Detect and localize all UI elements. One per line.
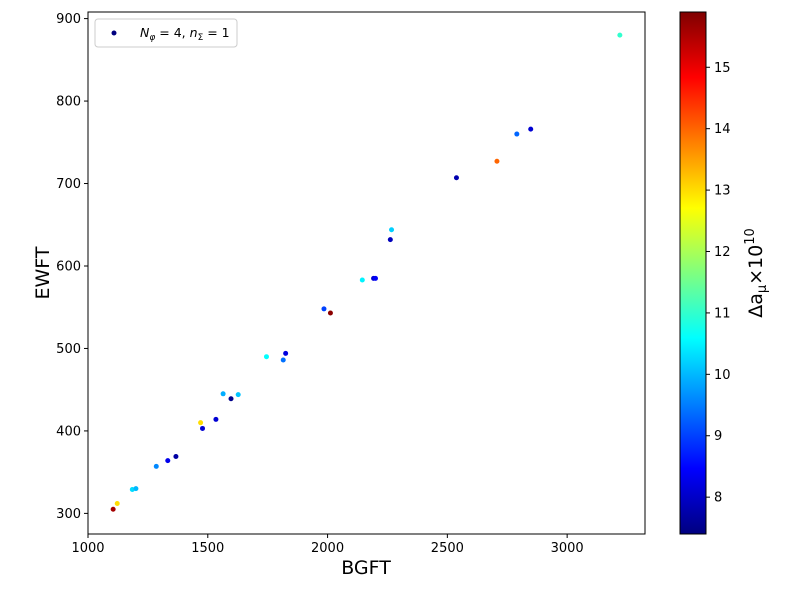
colorbar-tick-label: 9: [714, 429, 722, 444]
y-tick-label: 300: [56, 507, 81, 522]
legend-marker: [111, 30, 117, 36]
data-point: [173, 453, 179, 459]
data-point: [153, 463, 159, 469]
data-point: [372, 275, 378, 281]
y-tick-label: 800: [56, 95, 81, 110]
colorbar-ticks: 8 9 10 11 12 13 14 15: [706, 61, 731, 506]
data-point: [133, 486, 139, 492]
data-point: [213, 416, 219, 422]
data-point: [228, 396, 234, 402]
colorbar-tick-label: 11: [714, 306, 731, 321]
data-points: [110, 32, 623, 512]
colorbar-tick-label: 12: [714, 245, 731, 260]
data-point: [280, 357, 286, 363]
y-tick-label: 900: [56, 12, 81, 27]
y-tick-label: 500: [56, 342, 81, 357]
data-point: [200, 425, 206, 431]
y-tick-label: 400: [56, 424, 81, 439]
data-point: [453, 175, 459, 181]
data-point: [198, 420, 204, 426]
data-point: [165, 458, 171, 464]
colorbar-gradient: [679, 11, 707, 535]
data-point: [617, 32, 623, 38]
data-point: [283, 350, 289, 356]
x-tick-label: 2000: [311, 541, 344, 556]
colorbar-label: Δaμ×1010: [743, 228, 770, 318]
data-point: [494, 158, 500, 164]
legend: Nφ = 4, nΣ = 1: [94, 18, 238, 48]
plot-area: [87, 11, 646, 535]
colorbar-tick-label: 10: [714, 368, 731, 383]
data-point: [387, 237, 393, 243]
data-point: [321, 306, 327, 312]
legend-label: Nφ = 4, nΣ = 1: [140, 25, 230, 43]
data-point: [389, 227, 395, 233]
colorbar: 8 9 10 11 12 13 14 15 Δaμ×1010: [679, 11, 770, 535]
colorbar-tick-label: 8: [714, 491, 722, 506]
x-tick-label: 3000: [551, 541, 584, 556]
colorbar-tick-label: 15: [714, 61, 731, 76]
y-axis-ticks: 300 400 500 600 700 800 900: [56, 12, 88, 522]
legend-box: [94, 18, 238, 48]
data-point: [110, 506, 116, 512]
y-tick-label: 700: [56, 177, 81, 192]
y-tick-label: 600: [56, 259, 81, 274]
x-tick-label: 2500: [431, 541, 464, 556]
data-point: [263, 354, 269, 360]
data-point: [528, 126, 534, 132]
x-axis-ticks: 1000 1500 2000 2500 3000: [71, 534, 584, 556]
data-point: [514, 131, 520, 137]
data-point: [114, 500, 120, 506]
data-point: [235, 392, 241, 398]
y-axis-label: EWFT: [32, 246, 54, 299]
colorbar-tick-label: 13: [714, 184, 731, 199]
colorbar-tick-label: 14: [714, 122, 731, 137]
x-axis-label: BGFT: [341, 557, 391, 579]
x-tick-label: 1500: [191, 541, 224, 556]
data-point: [327, 310, 333, 316]
data-point: [359, 277, 365, 283]
x-tick-label: 1000: [71, 541, 104, 556]
data-point: [220, 391, 226, 397]
